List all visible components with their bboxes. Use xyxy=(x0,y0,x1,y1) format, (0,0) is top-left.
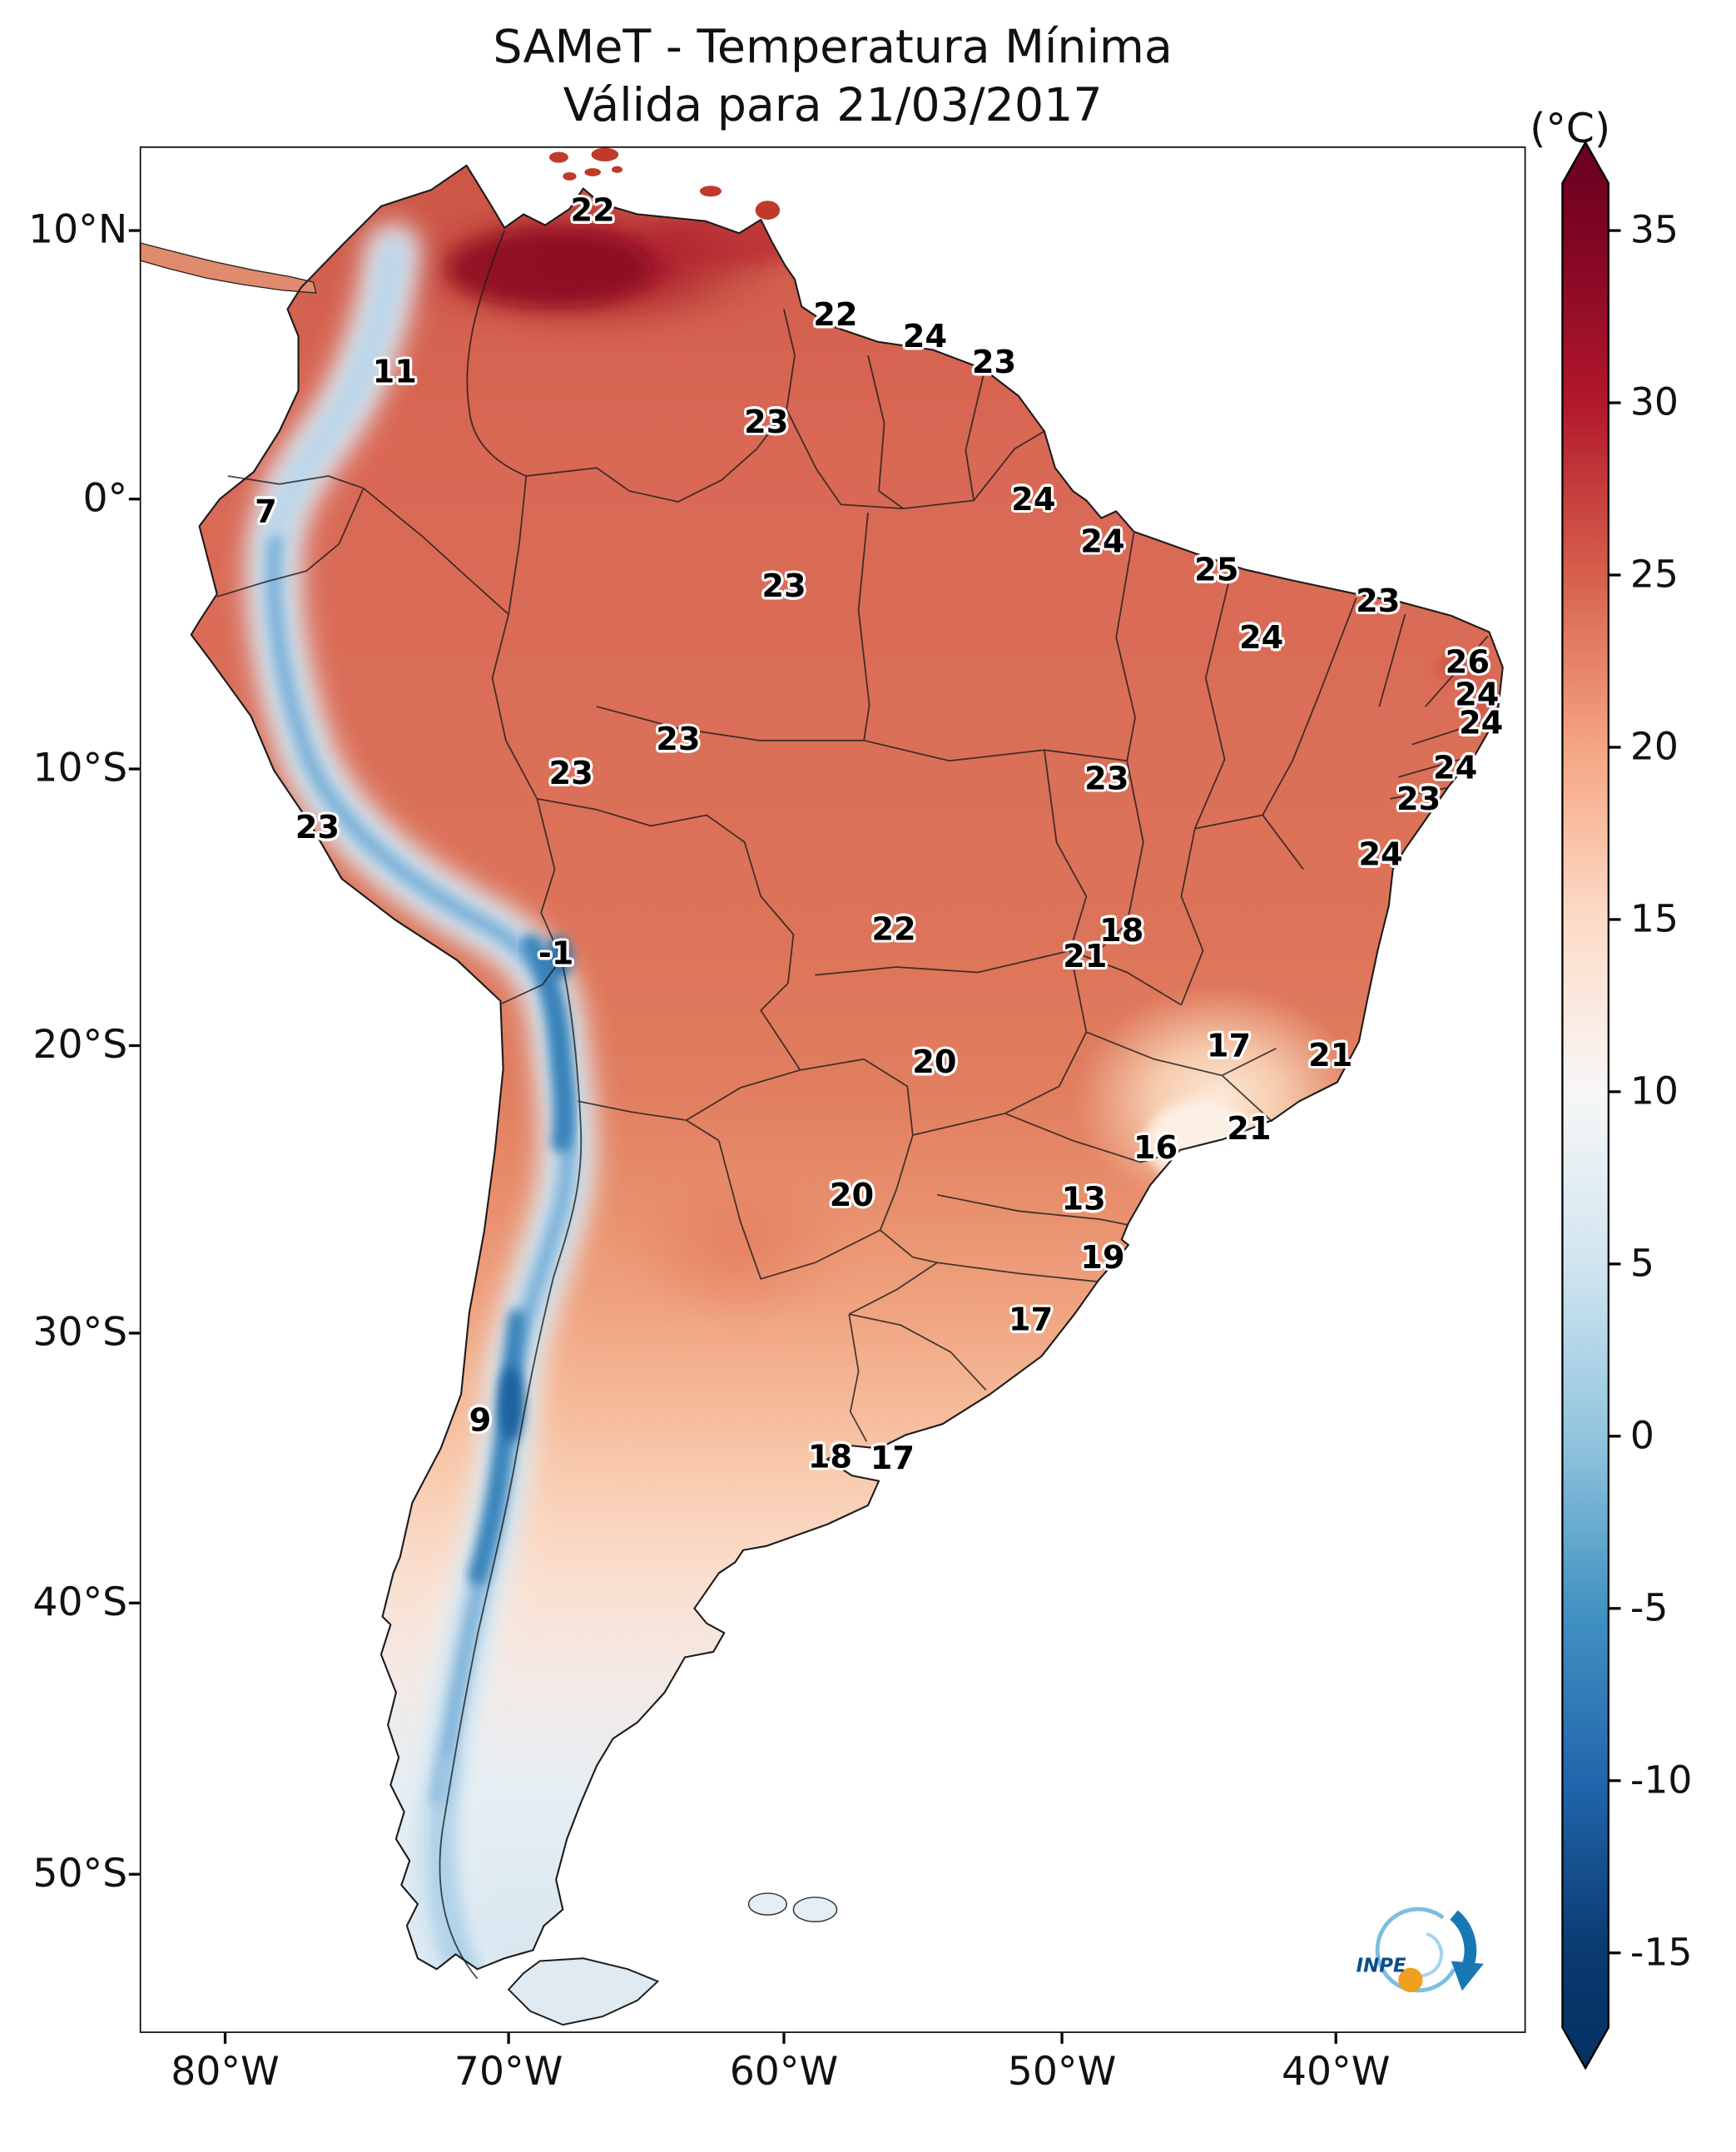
lon-tickmark xyxy=(223,2032,227,2044)
colorbar-tickmark xyxy=(1608,573,1621,577)
colorbar-tick-label: 20 xyxy=(1629,724,1679,770)
lon-tickmark xyxy=(507,2032,510,2044)
lat-tick-label: 20°S xyxy=(32,1021,128,1068)
colorbar-tick-label: 35 xyxy=(1629,207,1679,253)
colorbar xyxy=(1561,140,1610,2070)
central-america-strip xyxy=(139,242,317,294)
lat-tick-label: 0° xyxy=(82,474,128,521)
colorbar-tickmark xyxy=(1608,1779,1621,1783)
tierra-del-fuego xyxy=(507,1957,660,2026)
malvinas-islands xyxy=(747,1892,838,1923)
lat-tick-label: 40°S xyxy=(32,1578,128,1625)
caribbean-islands xyxy=(549,147,781,221)
logo-arrow xyxy=(1450,1910,1477,1969)
colorbar-tick-label: -5 xyxy=(1629,1585,1669,1630)
colorbar-tick-label: 0 xyxy=(1629,1413,1654,1458)
colorbar-tickmark xyxy=(1608,746,1621,749)
colorbar-tick-label: 25 xyxy=(1629,552,1679,598)
colorbar-tickmark xyxy=(1608,229,1621,232)
colorbar-tickmark xyxy=(1608,1435,1621,1438)
logo-arrowhead xyxy=(1451,1961,1484,1991)
lon-tick-label: 80°W xyxy=(171,2047,280,2095)
colorbar-tick-label: 30 xyxy=(1629,379,1679,425)
lon-tickmark xyxy=(1334,2032,1337,2044)
lat-tickmark xyxy=(128,229,140,232)
colorbar-tick-label: -15 xyxy=(1629,1930,1693,1975)
colorbar-tick-label: 15 xyxy=(1629,896,1679,942)
colorbar-tickmark xyxy=(1608,1262,1621,1266)
colorbar-tickmark xyxy=(1608,918,1621,921)
lon-tickmark xyxy=(1060,2032,1064,2044)
lat-tickmark xyxy=(128,1044,140,1048)
lat-tick-label: 30°S xyxy=(32,1308,128,1356)
lat-tickmark xyxy=(128,1872,140,1876)
logo-text: INPE xyxy=(1357,1956,1406,1977)
colorbar-bar xyxy=(1561,140,1610,2070)
colorbar-tick-label: -10 xyxy=(1629,1758,1693,1802)
coastline xyxy=(190,164,1504,1971)
lon-tick-label: 60°W xyxy=(729,2047,839,2095)
colorbar-tickmark xyxy=(1608,1090,1621,1093)
title-line-1: SAMeT - Temperatura Mínima xyxy=(493,20,1173,75)
lat-tickmark xyxy=(128,1331,140,1335)
lon-tick-label: 50°W xyxy=(1007,2047,1117,2095)
colorbar-tickmark xyxy=(1608,1951,1621,1955)
lat-tickmark xyxy=(128,498,140,501)
south-america-map xyxy=(139,147,1504,2026)
lat-tickmark xyxy=(128,1601,140,1604)
colorbar-tick-label: 5 xyxy=(1629,1241,1654,1286)
lat-tickmark xyxy=(128,767,140,771)
lat-tick-label: 50°S xyxy=(32,1849,128,1897)
colorbar-tickmark xyxy=(1608,1607,1621,1610)
logo-swirl-inner xyxy=(1412,1932,1444,1978)
lat-tick-label: 10°S xyxy=(32,744,128,791)
colorbar-unit-label: (°C) xyxy=(1530,106,1611,154)
lat-tick-label: 10°N xyxy=(28,206,128,253)
title-line-2: Válida para 21/03/2017 xyxy=(563,78,1103,133)
logo-swirl-outer xyxy=(1375,1907,1456,1993)
lon-tick-label: 70°W xyxy=(454,2047,563,2095)
lon-tick-label: 40°W xyxy=(1281,2047,1391,2095)
inpe-logo: INPE xyxy=(1357,1907,1484,1993)
logo-orange-dot xyxy=(1398,1967,1423,1993)
figure-title: SAMeT - Temperatura Mínima Válida para 2… xyxy=(140,19,1526,136)
colorbar-tick-label: 10 xyxy=(1629,1069,1679,1113)
colorbar-tickmark xyxy=(1608,401,1621,404)
lon-tickmark xyxy=(782,2032,786,2044)
country-state-borders xyxy=(216,230,1496,1980)
